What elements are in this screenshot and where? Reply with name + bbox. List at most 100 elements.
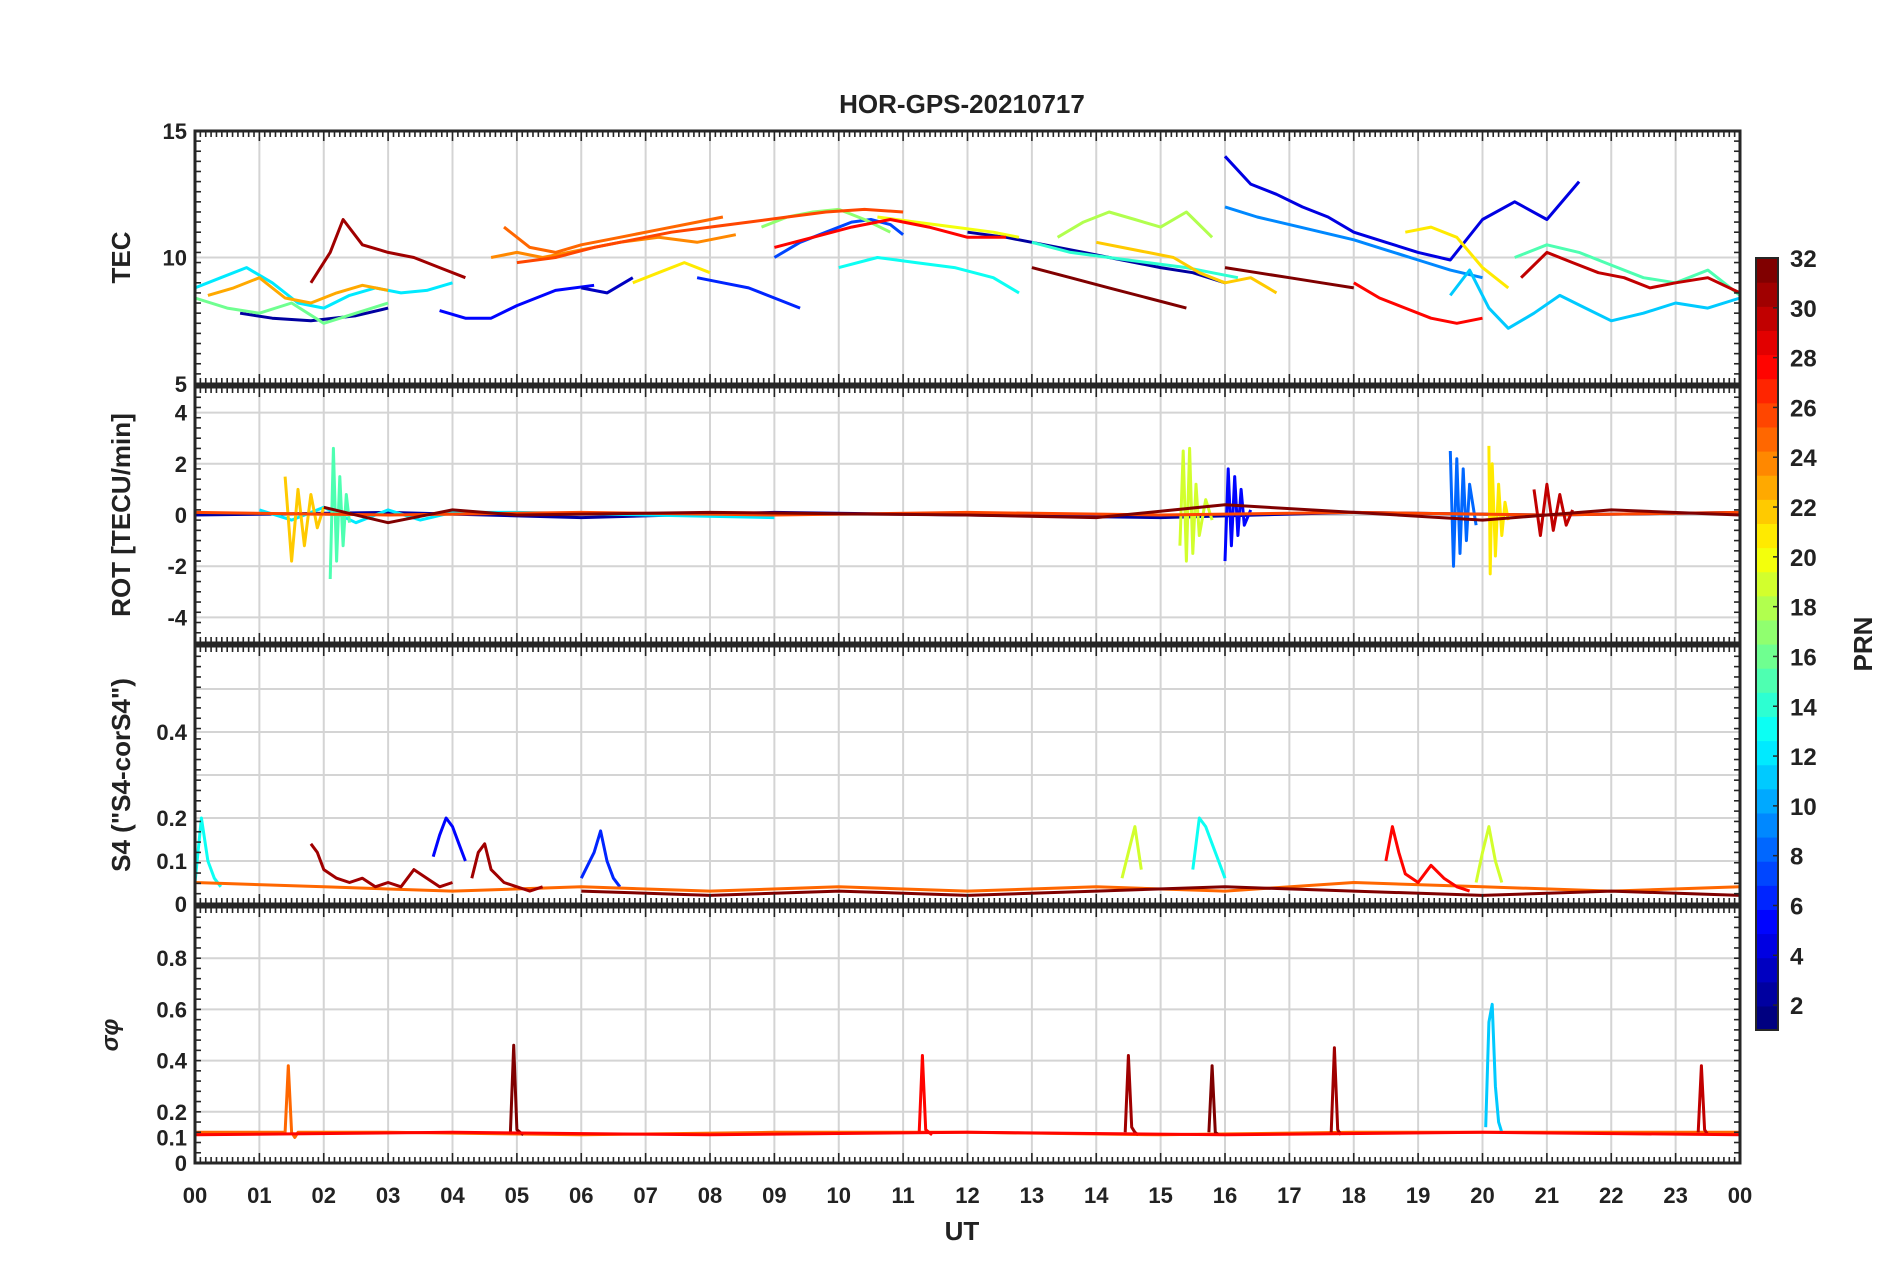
x-tick-label: 04	[440, 1183, 465, 1208]
colorbar-tick-label: 18	[1790, 595, 1817, 622]
colorbar-tick-label: 30	[1790, 296, 1817, 323]
colorbar-band	[1756, 716, 1778, 742]
x-tick-label: 08	[698, 1183, 722, 1208]
series-line-panel4-7	[1696, 1064, 1710, 1136]
x-tick-label: 21	[1535, 1183, 1559, 1208]
colorbar-band	[1756, 1005, 1778, 1031]
grid-layer	[195, 131, 1740, 1163]
colorbar-band	[1756, 812, 1778, 838]
series-line-panel3-9	[470, 842, 544, 893]
series-line-panel2-2	[1448, 450, 1478, 568]
colorbar-band	[1756, 909, 1778, 935]
colorbar-band	[1756, 282, 1778, 307]
series-line-panel3-3	[1191, 816, 1227, 879]
x-tick-label: 13	[1020, 1183, 1044, 1208]
colorbar-tick-label: 8	[1790, 844, 1803, 871]
colorbar-band	[1756, 668, 1778, 693]
series-line-panel1-25	[1353, 281, 1483, 325]
series-line-panel1-16	[877, 215, 1020, 239]
x-tick-label: 05	[505, 1183, 529, 1208]
colorbar-band	[1756, 619, 1778, 645]
x-tick-label: 11	[891, 1183, 914, 1208]
colorbar-band	[1756, 861, 1778, 886]
x-tick-label: 10	[827, 1183, 851, 1208]
x-tick-label: 16	[1213, 1183, 1237, 1208]
series-line-panel1-24	[774, 218, 1007, 249]
colorbar-band	[1756, 523, 1778, 549]
series-line-panel3-5	[1474, 825, 1504, 883]
colorbar-band	[1756, 402, 1778, 428]
series-line-panel2-9	[1532, 482, 1574, 537]
series-line-panel4-8	[194, 1130, 1741, 1137]
y-axis-label-panel4: σφ	[97, 1018, 124, 1051]
series-line-panel1-17	[632, 261, 711, 285]
x-tick-label: 07	[633, 1183, 657, 1208]
colorbar-band	[1756, 885, 1778, 910]
x-tick-label: 22	[1599, 1183, 1623, 1208]
y-tick-label-panel4: 0.6	[156, 997, 187, 1022]
x-tick-label: 06	[569, 1183, 593, 1208]
x-tick-label: 18	[1342, 1183, 1366, 1208]
colorbar-tick-label: 6	[1790, 893, 1803, 920]
x-tick-label: 09	[762, 1183, 786, 1208]
y-tick-label-panel2: -2	[167, 554, 187, 579]
colorbar-label: PRN	[1848, 617, 1878, 672]
series-line-panel2-5	[1178, 446, 1214, 563]
y-tick-label-panel3: 0.4	[156, 720, 187, 745]
colorbar-tick-label: 16	[1790, 644, 1817, 671]
series-line-panel1-1	[439, 283, 595, 320]
series-line-panel1-13	[194, 296, 389, 325]
series-line-panel1-18	[1405, 225, 1510, 290]
series-line-panel1-9	[194, 266, 453, 310]
colorbar-band	[1756, 595, 1778, 621]
series-line-panel1-20	[207, 276, 389, 305]
series-line-panel4-6	[1484, 1002, 1504, 1133]
series-line-panel1-26	[1520, 250, 1741, 295]
series-line-panel4-3	[1123, 1054, 1140, 1136]
y-tick-label-panel4: 0.4	[156, 1049, 187, 1074]
colorbar-band	[1756, 788, 1778, 814]
series-line-panel3-6	[194, 881, 1741, 893]
y-tick-label-panel2: 2	[175, 452, 187, 477]
series-line-panel2-10	[323, 503, 1741, 525]
series-line-panel1-7	[1224, 205, 1483, 280]
y-tick-label-panel3: 0	[175, 892, 187, 917]
colorbar-tick-label: 2	[1790, 993, 1803, 1020]
y-tick-label-panel1: 15	[163, 119, 187, 144]
series-line-panel1-27	[309, 218, 466, 284]
series-line-panel2-7	[283, 476, 326, 563]
x-tick-label: 19	[1406, 1183, 1430, 1208]
x-tick-label: 00	[1728, 1183, 1752, 1208]
colorbar-band	[1756, 499, 1778, 524]
colorbar-tick-label: 28	[1790, 346, 1817, 373]
colorbar-band	[1756, 764, 1778, 790]
chart-title: HOR-GPS-20210717	[839, 89, 1085, 119]
x-tick-label: 02	[312, 1183, 336, 1208]
colorbar-tick-label: 10	[1790, 794, 1817, 821]
series-line-panel1-22	[503, 215, 724, 254]
colorbar-band	[1756, 644, 1778, 669]
y-tick-label-panel2: 0	[175, 503, 187, 528]
series-line-panel1-10	[838, 256, 1020, 295]
colorbar-band	[1756, 837, 1778, 862]
series-line-panel1-19	[1096, 240, 1278, 295]
series-line-panel1-23	[516, 207, 904, 265]
series-line-panel1-28	[1031, 266, 1187, 310]
series-line-panel2-8	[194, 510, 1741, 517]
series-layer	[193, 155, 1741, 1139]
colorbar-band	[1756, 740, 1778, 766]
series-line-panel1-2	[581, 276, 634, 295]
colorbar-band	[1756, 354, 1778, 380]
colorbar-band	[1756, 692, 1778, 717]
colorbar-band	[1756, 330, 1778, 356]
series-line-panel4-2	[917, 1054, 934, 1136]
y-tick-label-panel3: 0.2	[156, 806, 187, 831]
y-tick-label-panel2: 4	[175, 401, 188, 426]
colorbar-band	[1756, 981, 1778, 1007]
series-line-panel3-0	[431, 816, 467, 862]
series-line-panel1-4	[773, 218, 905, 259]
series-line-panel3-8	[309, 842, 453, 889]
series-line-panel4-4	[1207, 1064, 1220, 1136]
colorbar-tick-label: 4	[1790, 943, 1804, 970]
